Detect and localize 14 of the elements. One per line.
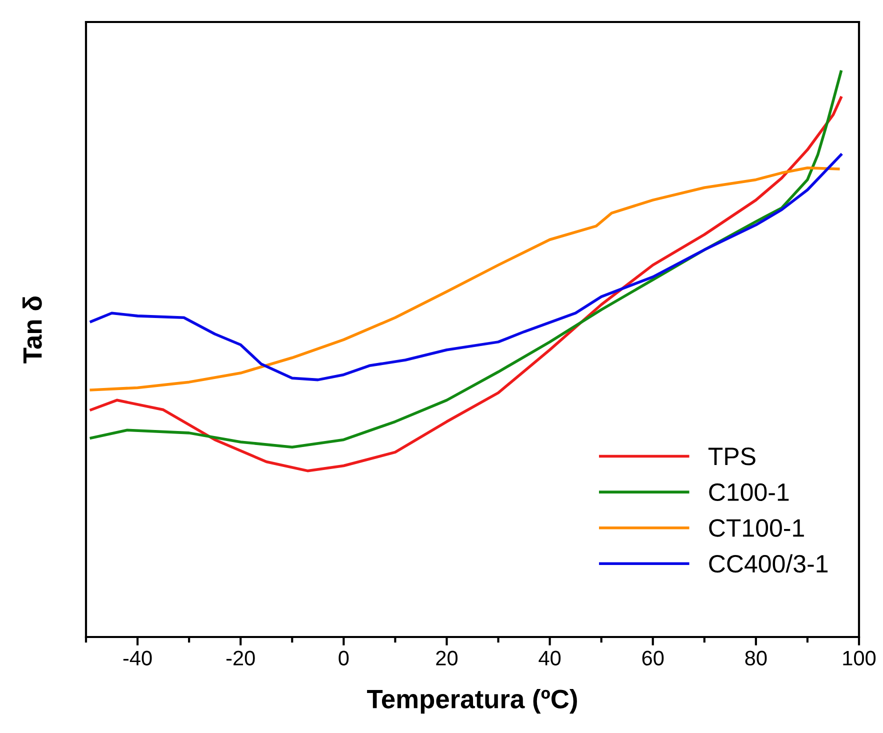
x-tick-label: 60 bbox=[642, 650, 664, 666]
x-tick-label: 0 bbox=[338, 650, 349, 666]
x-tick-label: -20 bbox=[226, 650, 255, 666]
x-tick-label: 20 bbox=[436, 650, 458, 666]
x-axis-title: Temperatura (ºC) bbox=[367, 689, 577, 714]
x-tick-label: -40 bbox=[123, 650, 152, 666]
x-tick-label: 80 bbox=[745, 650, 767, 666]
legend-label: TPS bbox=[708, 448, 756, 466]
legend-label: C100-1 bbox=[709, 483, 789, 502]
legend-label: CT100-1 bbox=[709, 519, 804, 537]
x-tick-label: 100 bbox=[843, 650, 876, 666]
x-tick-label: 40 bbox=[538, 650, 561, 666]
legend-label: CC400/3-1 bbox=[709, 554, 828, 573]
y-axis-title: Tan δ bbox=[22, 296, 42, 364]
